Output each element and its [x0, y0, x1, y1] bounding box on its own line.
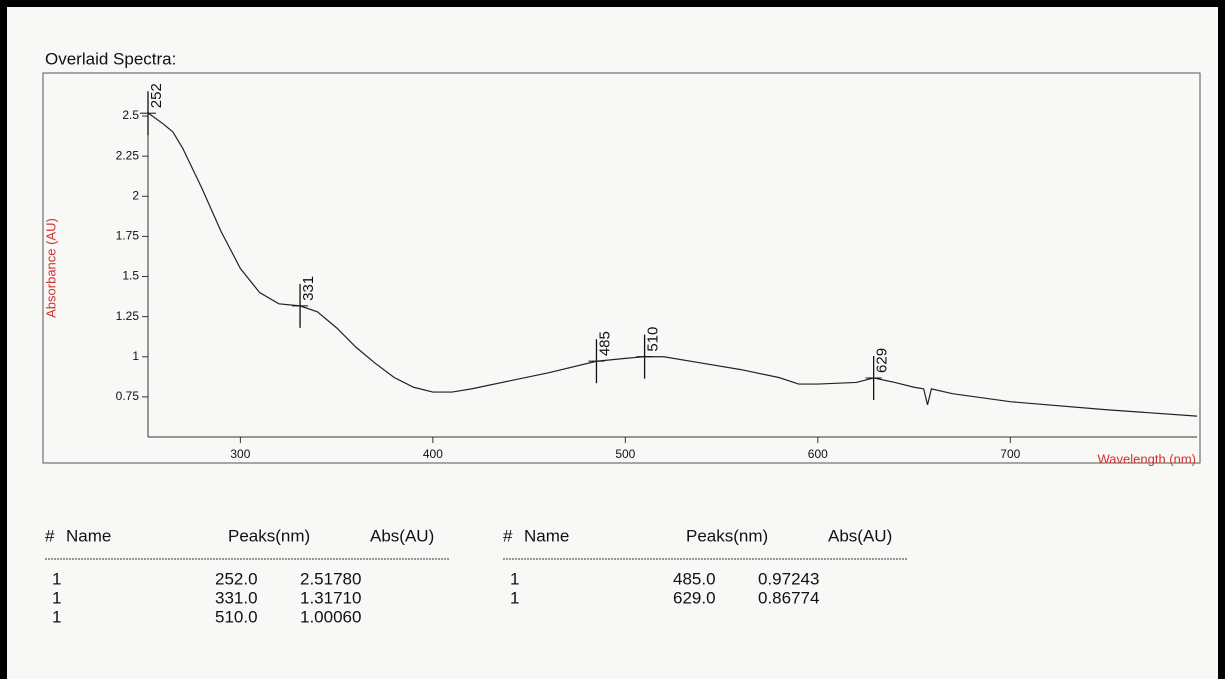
table-cell: 331.0 [215, 588, 258, 607]
y-axis-label: Absorbance (AU) [43, 218, 58, 318]
x-tick-label: 700 [1000, 447, 1020, 461]
chart-title: Overlaid Spectra: [45, 49, 176, 68]
table-header: Name [524, 526, 569, 545]
table-cell: 510.0 [215, 607, 258, 626]
table-cell: 0.86774 [758, 588, 819, 607]
table-header: Abs(AU) [828, 526, 892, 545]
table-cell: 1 [510, 588, 519, 607]
table-header: # [45, 526, 55, 545]
table-cell: 1 [52, 588, 61, 607]
table-header: Abs(AU) [370, 526, 434, 545]
table-cell: 2.51780 [300, 569, 361, 588]
x-tick-label: 500 [615, 447, 635, 461]
spectrum-line [147, 112, 1198, 417]
peak-label: 629 [874, 348, 891, 373]
peak-label: 485 [596, 331, 613, 356]
table-cell: 1.00060 [300, 607, 361, 626]
table-cell: 1 [510, 569, 519, 588]
table-header: Name [66, 526, 111, 545]
y-tick-label: 1.5 [122, 269, 139, 283]
y-tick-label: 2.5 [122, 108, 139, 122]
x-axis-label: Wavelength (nm) [1098, 451, 1197, 466]
x-tick-label: 400 [423, 447, 443, 461]
table-cell: 252.0 [215, 569, 258, 588]
table-cell: 1 [52, 569, 61, 588]
paper [7, 7, 1218, 679]
peak-label: 510 [645, 327, 662, 352]
y-tick-label: 1.75 [116, 229, 140, 243]
table-cell: 629.0 [673, 588, 716, 607]
peak-label: 331 [300, 276, 317, 301]
table-header: Peaks(nm) [686, 526, 768, 545]
table-header: Peaks(nm) [228, 526, 310, 545]
table-cell: 1.31710 [300, 588, 361, 607]
table-cell: 1 [52, 607, 61, 626]
x-tick-label: 600 [808, 447, 828, 461]
table-cell: 0.97243 [758, 569, 819, 588]
y-tick-label: 2.25 [116, 148, 140, 162]
table-cell: 485.0 [673, 569, 716, 588]
y-tick-label: 0.75 [116, 389, 140, 403]
table-header: # [503, 526, 513, 545]
y-tick-label: 2 [132, 188, 139, 202]
peak-label: 252 [148, 83, 165, 108]
x-tick-label: 300 [230, 447, 250, 461]
plot-frame [42, 72, 1201, 464]
y-tick-label: 1 [132, 349, 139, 363]
y-tick-label: 1.25 [116, 309, 140, 323]
